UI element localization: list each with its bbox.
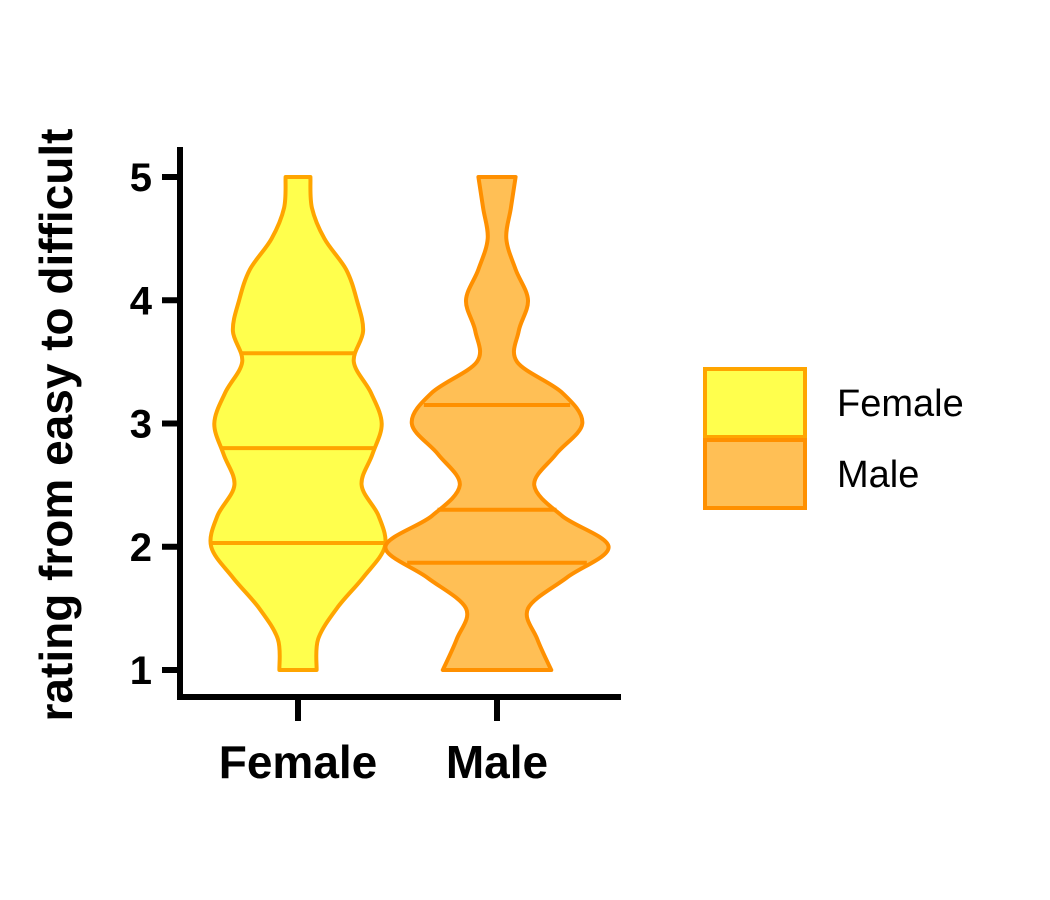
x-ticks: Female Male [219,697,548,788]
y-axis-label: rating from easy to difficult [30,129,82,722]
violin-female [208,175,388,672]
y-tick-label: 3 [130,403,152,447]
y-tick-label: 4 [130,279,153,323]
legend-label: Female [837,383,964,425]
violin-male [383,175,611,672]
legend-swatch-male [703,438,807,510]
legend: Female Male [703,367,964,510]
y-tick-label: 1 [130,649,152,693]
legend-label: Male [837,454,919,496]
y-tick-label: 2 [130,526,152,570]
legend-swatch-female [703,367,807,439]
x-tick-label: Male [446,736,548,788]
violins [208,175,611,672]
y-tick-label: 5 [130,156,152,200]
y-ticks: 1 2 3 4 5 [130,156,180,693]
x-tick-label: Female [219,736,378,788]
